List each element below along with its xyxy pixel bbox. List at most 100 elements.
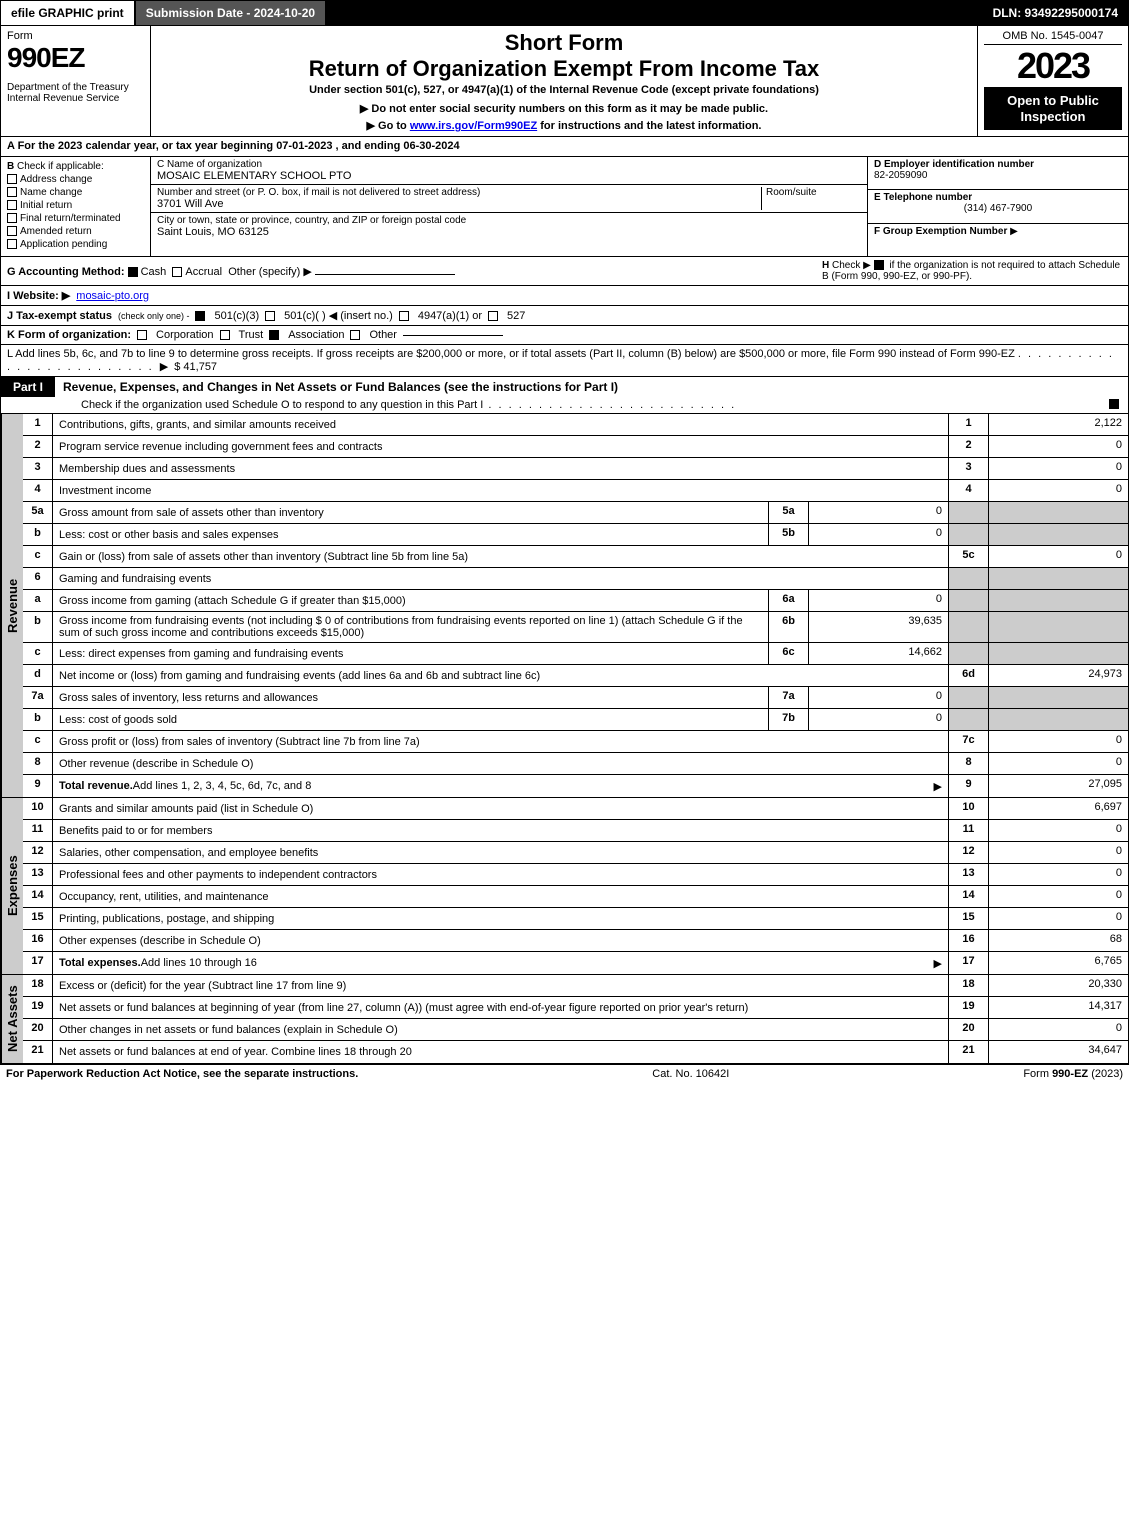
sub-line-value: 0 (808, 709, 948, 730)
k-other-input-line[interactable] (403, 335, 503, 336)
table-row: 20Other changes in net assets or fund ba… (23, 1019, 1128, 1041)
line-box-number: 6d (948, 665, 988, 686)
line-box-number: 21 (948, 1041, 988, 1063)
line-description: Other revenue (describe in Schedule O) (53, 753, 948, 774)
j-4947: 4947(a)(1) or (418, 310, 482, 322)
group-exemption-row: F Group Exemption Number ▶ (868, 224, 1128, 256)
revenue-table: Revenue 1Contributions, gifts, grants, a… (0, 414, 1129, 798)
cb-application-pending[interactable]: Application pending (7, 239, 144, 250)
line-description: Less: cost of goods sold (53, 709, 768, 730)
irs-link[interactable]: www.irs.gov/Form990EZ (410, 120, 537, 132)
line-value: 0 (988, 842, 1128, 863)
line-number: 1 (23, 414, 53, 435)
goto-prefix: ▶ Go to (367, 120, 410, 132)
line-description: Other changes in net assets or fund bala… (53, 1019, 948, 1040)
table-row: cGross profit or (loss) from sales of in… (23, 731, 1128, 753)
other-input-line[interactable] (315, 274, 455, 275)
part-i-subtitle-row: Check if the organization used Schedule … (1, 397, 1128, 413)
line-box-number (948, 612, 988, 642)
j-501c3-check (195, 311, 205, 321)
form-version: Form 990-EZ (2023) (1023, 1068, 1123, 1080)
sub-line-number: 7a (768, 687, 808, 708)
expense-lines-body: 10Grants and similar amounts paid (list … (23, 798, 1128, 974)
line-description: Less: cost or other basis and sales expe… (53, 524, 768, 545)
line-number: b (23, 709, 53, 730)
arrow-icon: ▶ (934, 957, 942, 970)
cb-amended-return[interactable]: Amended return (7, 226, 144, 237)
line-number: d (23, 665, 53, 686)
sub-line-number: 6a (768, 590, 808, 611)
cb-initial-return[interactable]: Initial return (7, 200, 144, 211)
k-trust: Trust (239, 329, 264, 341)
line-description: Net income or (loss) from gaming and fun… (53, 665, 948, 686)
line-description: Net assets or fund balances at beginning… (53, 997, 948, 1018)
accrual-check-icon (172, 267, 182, 277)
line-value: 27,095 (988, 775, 1128, 797)
cb-name-change[interactable]: Name change (7, 187, 144, 198)
line-description: Gross income from fundraising events (no… (53, 612, 768, 642)
sub-line-value: 0 (808, 502, 948, 523)
dln-label: DLN: 93492295000174 (983, 1, 1128, 25)
expenses-table: Expenses 10Grants and similar amounts pa… (0, 798, 1129, 975)
line-value: 34,647 (988, 1041, 1128, 1063)
efile-print-button[interactable]: efile GRAPHIC print (1, 1, 136, 25)
line-number: 17 (23, 952, 53, 974)
line-description: Investment income (53, 480, 948, 501)
line-description: Grants and similar amounts paid (list in… (53, 798, 948, 819)
line-box-number: 1 (948, 414, 988, 435)
line-description: Occupancy, rent, utilities, and maintena… (53, 886, 948, 907)
line-description: Gain or (loss) from sale of assets other… (53, 546, 948, 567)
netassets-side-label: Net Assets (1, 975, 23, 1063)
table-row: 12Salaries, other compensation, and empl… (23, 842, 1128, 864)
k-trust-check (220, 330, 230, 340)
submission-date-button[interactable]: Submission Date - 2024-10-20 (136, 1, 327, 25)
irs-label: Internal Revenue Service (7, 93, 144, 104)
line-value: 14,317 (988, 997, 1128, 1018)
website-link[interactable]: mosaic-pto.org (76, 290, 149, 302)
table-row: 17Total expenses. Add lines 10 through 1… (23, 952, 1128, 974)
table-row: bLess: cost of goods sold7b0 (23, 709, 1128, 731)
line-box-number: 16 (948, 930, 988, 951)
row-j-tax-exempt: J Tax-exempt status (check only one) - 5… (0, 306, 1129, 326)
line-number: 12 (23, 842, 53, 863)
schedule-o-check-icon (1109, 399, 1119, 409)
org-info-block: B Check if applicable: Address change Na… (0, 157, 1129, 257)
netassets-table: Net Assets 18Excess or (deficit) for the… (0, 975, 1129, 1064)
line-number: c (23, 546, 53, 567)
line-box-number: 14 (948, 886, 988, 907)
table-row: 4Investment income40 (23, 480, 1128, 502)
table-row: 11Benefits paid to or for members110 (23, 820, 1128, 842)
dept-treasury: Department of the Treasury (7, 82, 144, 93)
form-word: Form (7, 30, 144, 42)
city-value: Saint Louis, MO 63125 (157, 226, 861, 238)
cb-address-change[interactable]: Address change (7, 174, 144, 185)
line-box-number: 5c (948, 546, 988, 567)
sub-line-number: 5a (768, 502, 808, 523)
ein-value: 82-2059090 (874, 170, 927, 181)
h-check-text: Check ▶ (832, 260, 871, 271)
line-value: 0 (988, 436, 1128, 457)
table-row: 10Grants and similar amounts paid (list … (23, 798, 1128, 820)
org-street-row: Number and street (or P. O. box, if mail… (151, 185, 867, 213)
line-value: 0 (988, 480, 1128, 501)
cb-final-return[interactable]: Final return/terminated (7, 213, 144, 224)
table-row: 7aGross sales of inventory, less returns… (23, 687, 1128, 709)
return-title: Return of Organization Exempt From Incom… (309, 56, 820, 82)
table-row: 13Professional fees and other payments t… (23, 864, 1128, 886)
line-value: 0 (988, 908, 1128, 929)
goto-suffix: for instructions and the latest informat… (537, 120, 761, 132)
line-value (988, 502, 1128, 523)
line-box-number: 10 (948, 798, 988, 819)
j-527-check (488, 311, 498, 321)
line-number: c (23, 731, 53, 752)
sub-line-value: 39,635 (808, 612, 948, 642)
table-row: 19Net assets or fund balances at beginni… (23, 997, 1128, 1019)
k-other: Other (369, 329, 397, 341)
section-c-org: C Name of organization MOSAIC ELEMENTARY… (151, 157, 868, 256)
line-description: Benefits paid to or for members (53, 820, 948, 841)
line-number: 11 (23, 820, 53, 841)
phone-value: (314) 467-7900 (874, 203, 1122, 214)
line-box-number: 15 (948, 908, 988, 929)
under-section-text: Under section 501(c), 527, or 4947(a)(1)… (309, 84, 819, 96)
line-value: 24,973 (988, 665, 1128, 686)
